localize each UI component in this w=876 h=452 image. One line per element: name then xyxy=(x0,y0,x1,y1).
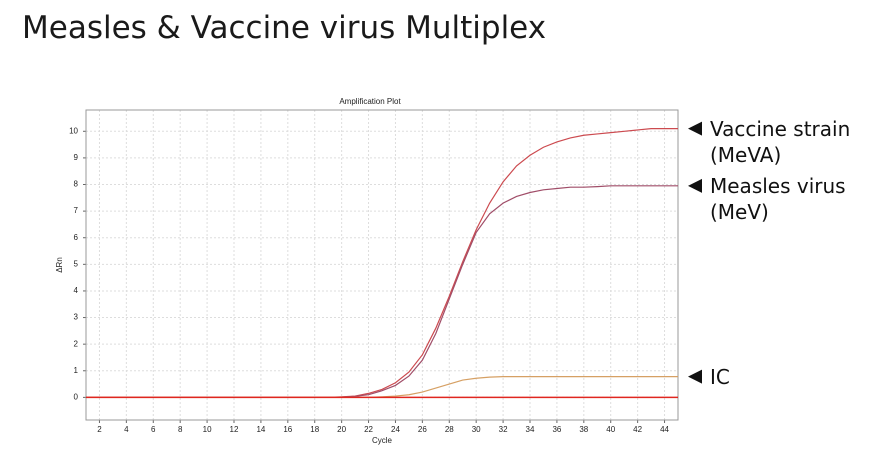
y-tick-label: 5 xyxy=(74,259,79,268)
x-tick-label: 2 xyxy=(97,425,102,434)
x-tick-label: 24 xyxy=(391,425,400,434)
x-tick-label: 38 xyxy=(579,425,588,434)
x-tick-label: 42 xyxy=(633,425,642,434)
annotation-arrow xyxy=(688,369,702,384)
x-tick-label: 40 xyxy=(606,425,615,434)
series-annotation: Measles virus (MeV) xyxy=(710,173,846,224)
y-tick-label: 1 xyxy=(74,366,79,375)
x-tick-label: 8 xyxy=(178,425,183,434)
y-tick-label: 9 xyxy=(74,153,79,162)
x-tick-label: 4 xyxy=(124,425,129,434)
slide-title: Measles & Vaccine virus Multiplex xyxy=(22,10,547,46)
x-tick-label: 16 xyxy=(283,425,292,434)
x-axis-label: Cycle xyxy=(372,436,393,445)
series-line xyxy=(86,376,678,398)
x-tick-label: 44 xyxy=(660,425,669,434)
x-tick-label: 14 xyxy=(256,425,265,434)
y-tick-label: 3 xyxy=(74,313,79,322)
x-tick-label: 6 xyxy=(151,425,156,434)
series-line xyxy=(86,128,678,398)
x-tick-label: 10 xyxy=(203,425,212,434)
y-tick-label: 10 xyxy=(69,126,78,135)
x-tick-label: 28 xyxy=(445,425,454,434)
y-tick-label: 7 xyxy=(74,206,79,215)
y-tick-label: 2 xyxy=(74,339,79,348)
annotation-arrow xyxy=(688,178,702,193)
y-tick-label: 0 xyxy=(74,392,79,401)
plot-frame xyxy=(85,109,679,421)
x-tick-label: 30 xyxy=(472,425,481,434)
x-tick-label: 22 xyxy=(364,425,373,434)
series-annotation: Vaccine strain (MeVA) xyxy=(710,116,851,167)
x-tick-label: 26 xyxy=(418,425,427,434)
y-tick-label: 4 xyxy=(74,286,79,295)
y-tick-label: 8 xyxy=(74,180,79,189)
y-tick-label: 6 xyxy=(74,233,79,242)
x-tick-label: 12 xyxy=(230,425,239,434)
x-tick-label: 20 xyxy=(337,425,346,434)
annotation-arrow xyxy=(688,121,702,136)
x-tick-label: 32 xyxy=(499,425,508,434)
series-annotation: IC xyxy=(710,364,730,389)
y-axis-label: ΔRn xyxy=(55,257,64,273)
x-tick-label: 36 xyxy=(552,425,561,434)
x-tick-label: 18 xyxy=(310,425,319,434)
series-line xyxy=(86,185,678,398)
x-tick-label: 34 xyxy=(526,425,535,434)
chart-title: Amplification Plot xyxy=(339,97,401,106)
